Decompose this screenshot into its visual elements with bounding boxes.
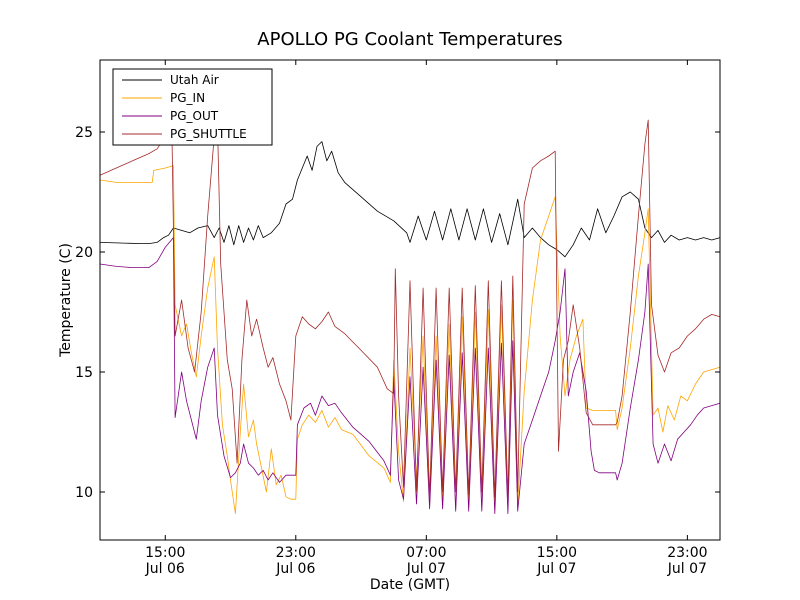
series-layer <box>99 119 721 514</box>
x-tick-label-time: 07:00 <box>406 545 446 561</box>
x-tick-label-date: Jul 07 <box>406 561 446 577</box>
x-tick-label-date: Jul 06 <box>145 561 185 577</box>
x-tick-label-date: Jul 06 <box>275 561 315 577</box>
y-axis-label: Temperature (C) <box>58 243 74 358</box>
x-tick-label-time: 15:00 <box>145 545 185 561</box>
axes-frame <box>99 59 721 541</box>
series-line-pg-in <box>99 165 721 514</box>
x-tick-label-time: 23:00 <box>667 545 707 561</box>
legend-label: Utah Air <box>170 73 219 87</box>
y-tick-label: 20 <box>75 245 93 261</box>
legend: Utah Air PG_IN PG_OUT PG_SHUTTLE <box>112 68 273 146</box>
y-tick-label: 15 <box>75 365 93 381</box>
tick-layer <box>100 60 720 540</box>
series-line-pg-out <box>99 237 721 514</box>
legend-label: PG_IN <box>170 91 205 105</box>
x-axis-label: Date (GMT) <box>370 577 450 593</box>
y-tick-label: 10 <box>75 485 93 501</box>
x-tick-label-date: Jul 07 <box>536 561 576 577</box>
legend-label: PG_OUT <box>170 109 219 123</box>
chart-title: APOLLO PG Coolant Temperatures <box>257 29 562 50</box>
x-tick-label-time: 15:00 <box>537 545 577 561</box>
legend-box <box>112 68 273 146</box>
series-line-utah-air <box>99 141 721 258</box>
x-tick-label-time: 23:00 <box>276 545 316 561</box>
legend-label: PG_SHUTTLE <box>170 127 247 141</box>
x-tick-label-date: Jul 07 <box>667 561 707 577</box>
series-line-pg-shuttle <box>99 119 721 498</box>
y-tick-label: 25 <box>75 125 93 141</box>
